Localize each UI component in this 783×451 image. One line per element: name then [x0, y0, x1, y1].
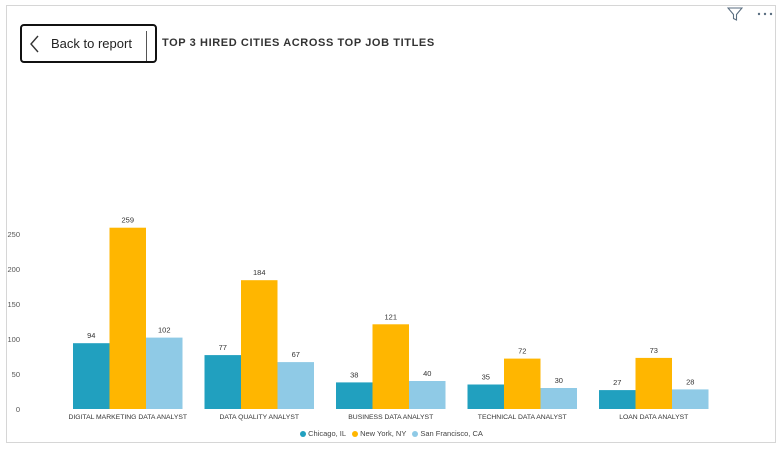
bar[interactable] [241, 280, 278, 409]
x-tick-label: DIGITAL MARKETING DATA ANALYST [68, 414, 187, 421]
back-to-report-button[interactable]: Back to report [20, 24, 157, 63]
data-label: 72 [518, 347, 526, 356]
data-label: 184 [253, 268, 266, 277]
bar[interactable] [409, 381, 446, 409]
bar[interactable] [540, 388, 578, 409]
visual-header-icons [727, 6, 773, 22]
bar[interactable] [599, 390, 636, 409]
chart-legend: Chicago, IL New York, NY San Francisco, CA [0, 429, 783, 438]
bar[interactable] [635, 357, 673, 409]
data-label: 35 [482, 373, 490, 382]
header-divider [146, 31, 147, 61]
x-tick-label: DATA QUALITY ANALYST [219, 414, 299, 421]
x-tick-label: BUSINESS DATA ANALYST [348, 414, 433, 421]
y-tick-label: 100 [7, 335, 20, 344]
data-label: 121 [384, 312, 397, 321]
data-label: 94 [87, 331, 95, 340]
data-label: 40 [423, 369, 431, 378]
x-tick-label: LOAN DATA ANALYST [619, 414, 688, 421]
bar[interactable] [504, 358, 541, 409]
bar[interactable] [146, 337, 183, 409]
bar[interactable] [372, 324, 410, 409]
legend-swatch [300, 430, 307, 437]
data-label: 77 [219, 343, 227, 352]
bar[interactable] [277, 362, 315, 409]
bar[interactable] [109, 227, 147, 409]
data-label: 73 [650, 346, 658, 355]
bar[interactable] [73, 343, 110, 409]
y-tick-label: 0 [16, 405, 20, 414]
legend-label: Chicago, IL [308, 429, 347, 438]
y-tick-label: 150 [7, 300, 20, 309]
x-tick-label: TECHNICAL DATA ANALYST [478, 414, 567, 421]
data-label: 38 [350, 370, 358, 379]
data-label: 259 [121, 216, 134, 225]
legend-item[interactable]: Chicago, IL [300, 429, 346, 438]
data-label: 30 [555, 376, 563, 385]
bar[interactable] [672, 389, 709, 409]
bar[interactable] [467, 384, 505, 410]
filter-icon[interactable] [727, 6, 743, 22]
more-options-icon[interactable] [757, 11, 773, 17]
y-tick-label: 200 [7, 265, 20, 274]
legend-swatch [352, 430, 359, 437]
y-tick-label: 50 [12, 370, 20, 379]
legend-item[interactable]: New York, NY [352, 429, 406, 438]
data-label: 102 [158, 326, 171, 335]
data-label: 67 [292, 350, 300, 359]
chart-title: TOP 3 HIRED CITIES ACROSS TOP JOB TITLES [162, 37, 435, 49]
legend-label: San Francisco, CA [420, 429, 483, 438]
legend-item[interactable]: San Francisco, CA [412, 429, 483, 438]
legend-swatch [412, 430, 419, 437]
y-tick-label: 250 [7, 230, 20, 239]
data-label: 28 [686, 377, 694, 386]
chevron-left-icon [24, 24, 46, 63]
bar[interactable] [336, 382, 373, 409]
legend-label: New York, NY [360, 429, 407, 438]
bar[interactable] [204, 355, 242, 409]
data-label: 27 [613, 378, 621, 387]
back-to-report-label: Back to report [51, 36, 132, 51]
